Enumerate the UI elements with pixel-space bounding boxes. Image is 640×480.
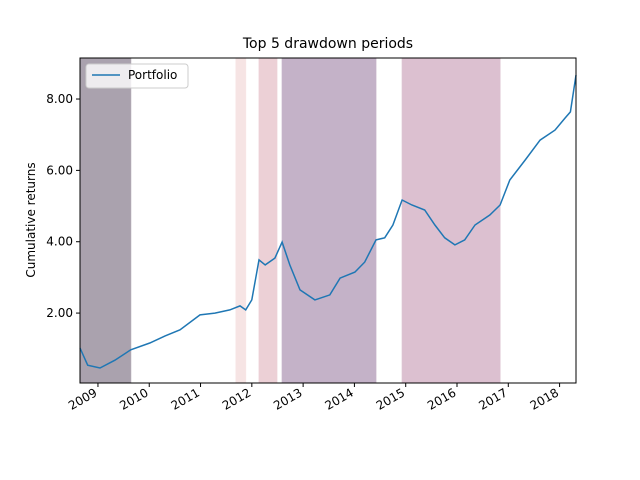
- y-axis-label: Cumulative returns: [24, 162, 38, 277]
- x-tick-label: 2016: [425, 385, 458, 412]
- legend-box: [85, 63, 189, 89]
- drawdown-region: [281, 57, 377, 384]
- x-tick-label: 2010: [117, 385, 150, 412]
- y-tick-label: 8.00: [46, 92, 73, 106]
- drawdown-region: [258, 57, 278, 384]
- y-tick-label: 6.00: [46, 163, 73, 177]
- drawdown-region: [235, 57, 247, 384]
- x-tick-label: 2018: [528, 385, 561, 412]
- x-tick-label: 2011: [169, 385, 202, 412]
- x-tick-label: 2012: [220, 385, 253, 412]
- line-series: [79, 74, 577, 369]
- x-tick-label: 2009: [66, 385, 99, 412]
- x-tick-label: 2017: [476, 385, 509, 412]
- legend-label: Portfolio: [128, 68, 177, 82]
- drawdown-region: [79, 57, 132, 384]
- drawdown-region: [401, 57, 501, 384]
- x-tick-label: 2014: [322, 385, 355, 412]
- x-tick-label: 2013: [271, 385, 304, 412]
- chart-title: Top 5 drawdown periods: [242, 36, 413, 52]
- x-tick-label: 2015: [374, 385, 407, 412]
- plot-frame: [79, 57, 577, 384]
- y-tick-label: 2.00: [46, 306, 73, 320]
- y-tick-label: 4.00: [46, 235, 73, 249]
